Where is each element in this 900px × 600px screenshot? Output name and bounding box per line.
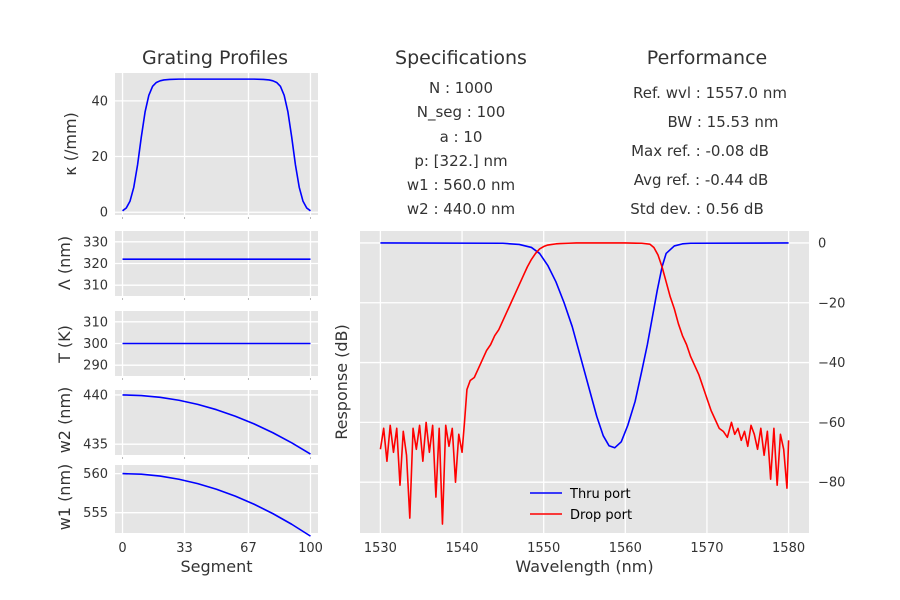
- w1-ytick-label-0: 555: [83, 506, 108, 521]
- w1-xtick-label-2: 67: [240, 541, 257, 556]
- performance-title: Performance: [647, 47, 767, 69]
- kappa-plot-area: [115, 73, 318, 215]
- temperature-ylabel: T (K): [55, 325, 74, 364]
- performance-list: Ref. wvl : 1557.0 nm BW : 15.53 nm Max r…: [630, 84, 787, 218]
- w2-ytick-label-0: 435: [83, 438, 108, 453]
- kappa-ylabel: κ (/mm): [61, 112, 80, 176]
- w1-xtick-label-0: 0: [118, 541, 126, 556]
- w1-plot-area: [115, 465, 318, 533]
- spec-a: a : 10: [440, 128, 483, 146]
- w2-ylabel: w2 (nm): [55, 387, 74, 454]
- w1-ylabel: w1 (nm): [55, 464, 74, 531]
- period-profile-plot: 310 320 330 Λ (nm): [55, 231, 318, 300]
- temperature-profile-plot: 290 300 310 T (K): [55, 311, 318, 380]
- temperature-ytick-label-1: 300: [83, 337, 108, 352]
- response-xtick-label-2: 1550: [527, 541, 560, 556]
- response-ytick-label-1: −20: [818, 296, 845, 311]
- response-xtick-label-1: 1540: [445, 541, 478, 556]
- spec-n-seg: N_seg : 100: [417, 103, 506, 122]
- response-xtick-label-5: 1580: [772, 541, 805, 556]
- period-ytick-label-1: 320: [83, 257, 108, 272]
- response-plot: 0 −20 −40 −60 −80 1530 1540 1550 1560 1570 1580 Res…: [332, 231, 845, 576]
- legend: Thru port Drop port: [530, 487, 632, 523]
- w1-xlabel: Segment: [181, 557, 253, 576]
- spec-n: N : 1000: [429, 79, 493, 97]
- response-ytick-label-4: −80: [818, 476, 845, 491]
- w1-line: [122, 472, 311, 537]
- response-ytick-label-2: −40: [818, 356, 845, 371]
- w2-line: [122, 394, 311, 455]
- perf-avg-ref: Avg ref. : -0.44 dB: [634, 171, 769, 189]
- w2-ytick-label-1: 440: [83, 388, 108, 403]
- w1-xtick-label-1: 33: [176, 541, 193, 556]
- response-ytick-label-0: 0: [818, 236, 826, 251]
- specifications-title: Specifications: [395, 47, 527, 69]
- spec-period: p: [322.] nm: [414, 152, 507, 170]
- perf-ref-wvl: Ref. wvl : 1557.0 nm: [633, 84, 787, 102]
- thru-port-line: [380, 242, 789, 449]
- w1-xtick-label-3: 100: [298, 541, 323, 556]
- spec-w2: w2 : 440.0 nm: [407, 200, 515, 218]
- kappa-ytick-label-1: 20: [91, 150, 108, 165]
- period-ylabel: Λ (nm): [55, 236, 74, 290]
- period-ytick-label-2: 330: [83, 235, 108, 250]
- response-ylabel: Response (dB): [332, 324, 351, 440]
- response-ytick-label-3: −60: [818, 416, 845, 431]
- kappa-ytick-label-0: 0: [100, 206, 108, 221]
- temperature-ytick-label-0: 290: [83, 359, 108, 374]
- specifications-list: N : 1000 N_seg : 100 a : 10 p: [322.] nm…: [407, 79, 515, 218]
- response-xtick-label-0: 1530: [364, 541, 397, 556]
- drop-port-line: [379, 242, 790, 525]
- spec-w1: w1 : 560.0 nm: [407, 176, 515, 194]
- grating-profiles-title: Grating Profiles: [142, 47, 288, 69]
- perf-bandwidth: BW : 15.53 nm: [667, 113, 778, 131]
- temperature-ytick-label-2: 310: [83, 315, 108, 330]
- legend-drop-label: Drop port: [570, 508, 632, 523]
- legend-thru-label: Thru port: [569, 487, 631, 502]
- w1-profile-plot: 555 560 0 33 67 100 w1 (nm) Segment: [55, 464, 323, 576]
- kappa-line: [122, 78, 311, 212]
- perf-std-dev: Std dev. : 0.56 dB: [630, 200, 764, 218]
- response-xlabel: Wavelength (nm): [515, 557, 653, 576]
- period-ytick-label-0: 310: [83, 279, 108, 294]
- perf-max-ref: Max ref. : -0.08 dB: [631, 142, 769, 160]
- response-xtick-label-3: 1560: [609, 541, 642, 556]
- kappa-ytick-label-2: 40: [91, 94, 108, 109]
- kappa-profile-plot: 0 20 40 κ (/mm): [61, 73, 318, 221]
- w2-plot-area: [115, 390, 318, 455]
- w2-profile-plot: 435 440 w2 (nm): [55, 387, 318, 459]
- response-xtick-label-4: 1570: [690, 541, 723, 556]
- w1-ytick-label-1: 560: [83, 467, 108, 482]
